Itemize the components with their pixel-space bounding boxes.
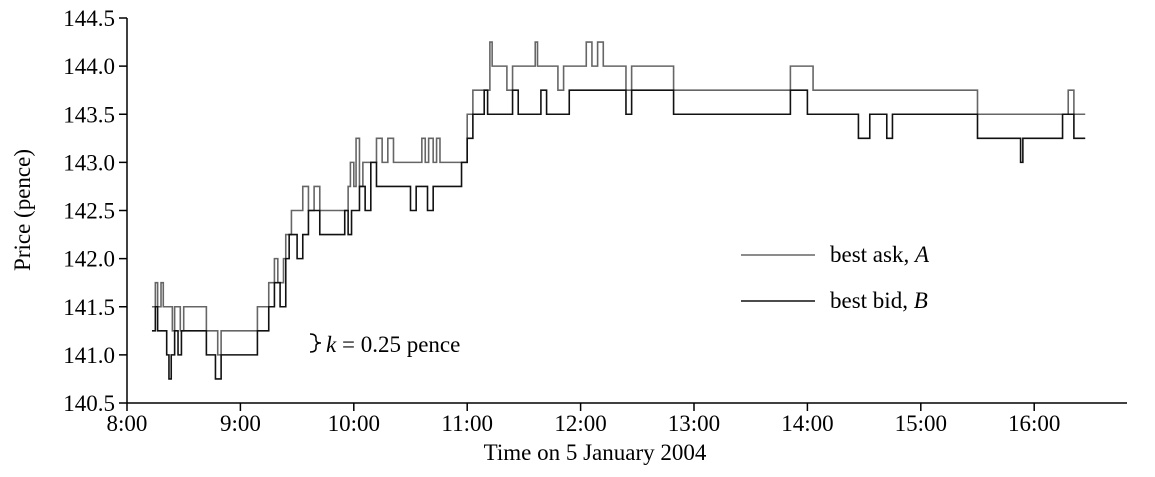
y-tick-label: 142.0 bbox=[63, 247, 115, 272]
y-tick-label: 141.5 bbox=[63, 295, 115, 320]
x-tick-label: 13:00 bbox=[668, 411, 720, 436]
x-tick-label: 16:00 bbox=[1008, 411, 1060, 436]
x-tick-label: 9:00 bbox=[220, 411, 261, 436]
axes bbox=[126, 18, 1127, 404]
series-layer bbox=[151, 41, 1086, 380]
y-tick-label: 144.5 bbox=[63, 6, 115, 31]
x-tick-label: 14:00 bbox=[781, 411, 833, 436]
ticks: 140.5 141.0 141.5 142.0 142.5 143.0 143.5 144.0… bbox=[63, 6, 1060, 436]
tick-size-symbol: k bbox=[326, 332, 337, 357]
y-tick-label: 142.5 bbox=[63, 199, 115, 224]
series-line-best-ask bbox=[151, 41, 1086, 356]
legend-label-ask: best ask, A bbox=[830, 242, 930, 267]
y-tick-label: 140.5 bbox=[63, 391, 115, 416]
tick-size-label: k = 0.25 pence bbox=[326, 332, 460, 357]
legend-label-bid: best bid, B bbox=[830, 288, 928, 313]
x-tick-label: 15:00 bbox=[895, 411, 947, 436]
y-tick-label: 144.0 bbox=[63, 54, 115, 79]
y-tick-label: 143.0 bbox=[63, 150, 115, 175]
y-tick-label: 141.0 bbox=[63, 343, 115, 368]
y-tick-label: 143.5 bbox=[63, 102, 115, 127]
legend: best ask, A best bid, B bbox=[741, 242, 930, 313]
x-tick-label: 11:00 bbox=[441, 411, 493, 436]
brace-icon bbox=[309, 333, 322, 353]
y-axis-title: Price (pence) bbox=[10, 149, 35, 271]
x-tick-label: 12:00 bbox=[554, 411, 606, 436]
x-tick-label: 8:00 bbox=[107, 411, 148, 436]
x-axis-title: Time on 5 January 2004 bbox=[484, 440, 707, 465]
x-tick-label: 10:00 bbox=[328, 411, 380, 436]
series-line-best-bid bbox=[151, 89, 1086, 380]
tick-size-annotation: k = 0.25 pence bbox=[309, 332, 460, 357]
tick-size-value: = 0.25 pence bbox=[336, 332, 460, 357]
